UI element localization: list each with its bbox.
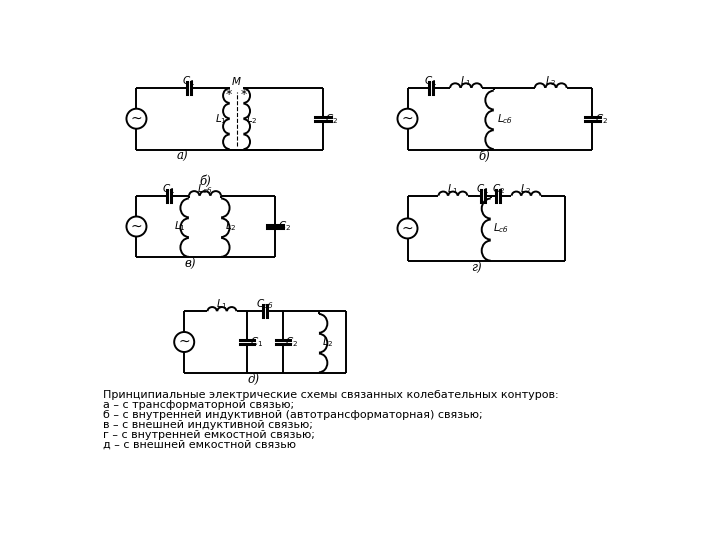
Text: а): а)	[177, 150, 189, 163]
Text: $L_2$: $L_2$	[246, 112, 258, 126]
Text: $L_1$: $L_1$	[174, 220, 186, 233]
Text: $L_1$: $L_1$	[216, 298, 228, 311]
Text: б): б)	[199, 176, 211, 188]
Text: $C_2$: $C_2$	[595, 112, 608, 126]
Text: ~: ~	[130, 112, 143, 126]
Text: $C_1$: $C_1$	[424, 74, 437, 88]
Text: ~: ~	[179, 335, 190, 349]
Text: $L_2$: $L_2$	[323, 335, 334, 349]
Text: б – с внутренней индуктивной (автотрансформаторная) связью;: б – с внутренней индуктивной (автотрансф…	[104, 410, 483, 420]
Text: $C_{сб}$: $C_{сб}$	[256, 298, 274, 311]
Text: *: *	[226, 87, 232, 100]
Text: д – с внешней емкостной связью: д – с внешней емкостной связью	[104, 440, 297, 450]
Text: ~: ~	[130, 219, 143, 233]
Text: в – с внешней индуктивной связью;: в – с внешней индуктивной связью;	[104, 420, 313, 430]
Text: $C_2$: $C_2$	[325, 112, 338, 126]
Text: $L_2$: $L_2$	[545, 74, 557, 88]
Text: б): б)	[479, 150, 490, 163]
Text: $C_2$: $C_2$	[278, 220, 291, 233]
Text: а – с трансформаторной связью;: а – с трансформаторной связью;	[104, 400, 294, 410]
Text: $M$: $M$	[231, 75, 242, 87]
Text: *: *	[241, 87, 248, 100]
Text: г): г)	[472, 261, 482, 274]
Text: $C_1$: $C_1$	[162, 182, 176, 195]
Text: $C_1$: $C_1$	[250, 335, 264, 349]
Text: г – с внутренней емкостной связью;: г – с внутренней емкостной связью;	[104, 430, 315, 440]
Text: $L_1$: $L_1$	[447, 182, 459, 195]
Text: ~: ~	[402, 112, 413, 126]
Text: $C_1$: $C_1$	[477, 182, 490, 195]
Text: $L_2$: $L_2$	[521, 182, 532, 195]
Text: $L_{сб}$: $L_{сб}$	[497, 112, 513, 126]
Text: ~: ~	[402, 221, 413, 235]
Text: $L_1$: $L_1$	[460, 74, 472, 88]
Text: в): в)	[184, 258, 196, 271]
Text: Принципиальные электрические схемы связанных колебательных контуров:: Принципиальные электрические схемы связа…	[104, 390, 559, 400]
Text: $L_{сб}$: $L_{сб}$	[197, 182, 213, 195]
Text: д): д)	[248, 373, 260, 386]
Text: $L_1$: $L_1$	[215, 112, 227, 126]
Text: $C_2$: $C_2$	[285, 335, 299, 349]
Text: $L_{сб}$: $L_{сб}$	[493, 221, 510, 235]
Text: $C_2$: $C_2$	[492, 182, 505, 195]
Text: $C_1$: $C_1$	[182, 74, 195, 88]
Text: $L_2$: $L_2$	[225, 220, 236, 233]
